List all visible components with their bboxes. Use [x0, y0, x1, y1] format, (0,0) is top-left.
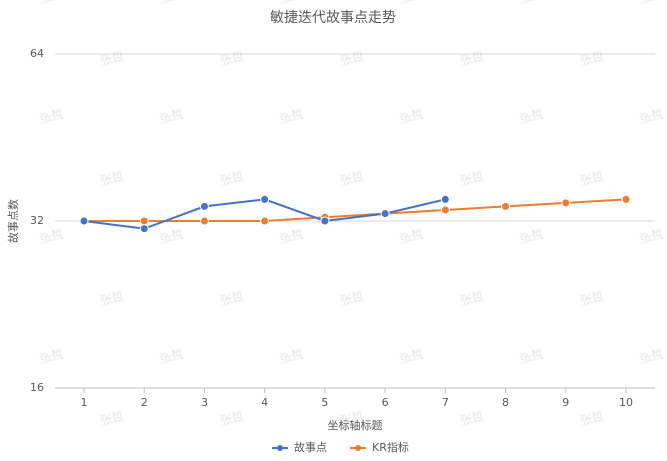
data-point — [199, 201, 209, 211]
watermark: 张哲 — [38, 107, 65, 127]
watermark: 张哲 — [339, 48, 366, 68]
series-line — [84, 198, 627, 222]
watermark: 张哲 — [518, 0, 545, 6]
watermark: 张哲 — [579, 48, 606, 68]
legend-label: KR指标 — [372, 440, 409, 454]
data-point — [79, 216, 89, 226]
watermark: 张哲 — [158, 107, 185, 127]
data-point — [320, 216, 330, 226]
watermark: 张哲 — [99, 288, 126, 308]
watermark: 张哲 — [219, 48, 246, 68]
watermark: 张哲 — [398, 347, 425, 367]
legend-marker — [277, 445, 283, 451]
watermark: 张哲 — [518, 107, 545, 127]
x-tick-label: 7 — [442, 396, 449, 409]
watermark: 张哲 — [99, 168, 126, 188]
watermark: 张哲 — [398, 0, 425, 6]
data-point — [440, 205, 450, 215]
data-point — [260, 194, 270, 204]
legend-marker — [355, 445, 361, 451]
watermark: 张哲 — [278, 227, 305, 247]
data-point — [199, 216, 209, 226]
data-point — [621, 194, 631, 204]
watermark: 张哲 — [219, 408, 246, 428]
x-tick-label: 9 — [562, 396, 569, 409]
watermark: 张哲 — [398, 107, 425, 127]
y-tick-label: 16 — [30, 381, 44, 394]
y-axis-label: 故事点数 — [6, 199, 20, 243]
watermark: 张哲 — [339, 288, 366, 308]
chart-title: 敏捷迭代故事点走势 — [270, 10, 396, 26]
x-tick-label: 2 — [141, 396, 148, 409]
watermark: 张哲 — [158, 347, 185, 367]
watermark: 张哲 — [158, 0, 185, 6]
watermark: 张哲 — [398, 227, 425, 247]
x-tick-label: 3 — [201, 396, 208, 409]
watermark: 张哲 — [638, 227, 665, 247]
watermark: 张哲 — [518, 227, 545, 247]
watermark: 张哲 — [638, 107, 665, 127]
watermark: 张哲 — [579, 408, 606, 428]
watermark: 张哲 — [38, 0, 65, 6]
watermark: 张哲 — [38, 227, 65, 247]
y-tick-label: 64 — [30, 47, 44, 60]
watermark: 张哲 — [278, 347, 305, 367]
x-tick-label: 10 — [619, 396, 633, 409]
x-axis-label: 坐标轴标题 — [328, 418, 383, 432]
watermark: 张哲 — [99, 408, 126, 428]
legend-label: 故事点 — [294, 440, 327, 454]
data-point — [139, 224, 149, 234]
x-tick-label: 5 — [321, 396, 328, 409]
watermark: 张哲 — [518, 347, 545, 367]
data-point — [440, 194, 450, 204]
x-tick-label: 6 — [382, 396, 389, 409]
watermark: 张哲 — [579, 168, 606, 188]
watermark: 张哲 — [219, 168, 246, 188]
watermark: 张哲 — [459, 168, 486, 188]
y-tick-label: 32 — [30, 214, 44, 227]
data-point — [501, 201, 511, 211]
watermark: 张哲 — [158, 227, 185, 247]
data-point — [260, 216, 270, 226]
x-tick-label: 1 — [81, 396, 88, 409]
watermark: 张哲 — [459, 408, 486, 428]
watermark: 张哲 — [638, 0, 665, 6]
watermark: 张哲 — [99, 48, 126, 68]
watermark: 张哲 — [38, 347, 65, 367]
watermark: 张哲 — [638, 347, 665, 367]
watermark: 张哲 — [339, 168, 366, 188]
watermark: 张哲 — [278, 0, 305, 6]
watermark: 张哲 — [459, 48, 486, 68]
watermark: 张哲 — [278, 107, 305, 127]
x-tick-label: 8 — [502, 396, 509, 409]
data-point — [380, 209, 390, 219]
watermark: 张哲 — [459, 288, 486, 308]
x-tick-label: 4 — [261, 396, 268, 409]
watermark: 张哲 — [579, 288, 606, 308]
watermark: 张哲 — [219, 288, 246, 308]
data-point — [561, 198, 571, 208]
data-point — [139, 216, 149, 226]
watermark: 张哲 — [339, 408, 366, 428]
